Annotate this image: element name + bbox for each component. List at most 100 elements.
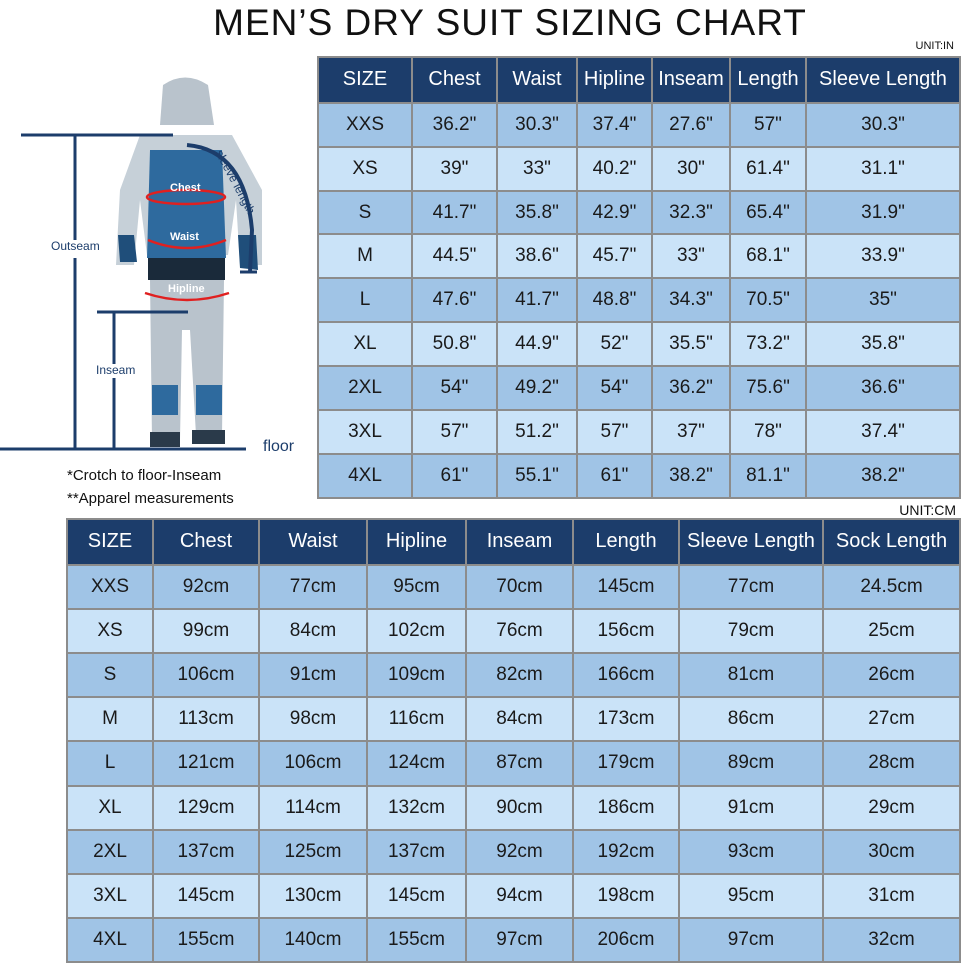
value-cell: 82cm xyxy=(465,652,574,699)
value-cell: 87cm xyxy=(465,740,574,787)
table-row: XXS 36.2" 30.3" 37.4" 27.6" 57" 30.3" xyxy=(317,101,961,148)
value-cell: 106cm xyxy=(258,740,368,787)
table-row: XL 50.8" 44.9" 52" 35.5" 73.2" 35.8" xyxy=(317,321,961,368)
value-cell: 155cm xyxy=(366,916,467,964)
size-cell: 3XL xyxy=(66,872,154,919)
value-cell: 57" xyxy=(411,409,498,455)
value-cell: 38.2" xyxy=(805,452,961,500)
value-cell: 70cm xyxy=(465,563,574,611)
table-row: L 121cm 106cm 124cm 87cm 179cm 89cm 28cm xyxy=(66,740,961,787)
value-cell: 30.3" xyxy=(805,101,961,148)
table-row: 4XL 61" 55.1" 61" 38.2" 81.1" 38.2" xyxy=(317,452,961,500)
sleeve-length-line xyxy=(186,143,255,273)
value-cell: 41.7" xyxy=(411,189,498,236)
value-cell: 45.7" xyxy=(576,233,653,280)
value-cell: 99cm xyxy=(152,608,260,655)
column-header: Sleeve Length xyxy=(805,56,961,104)
outseam-label: Outseam xyxy=(51,239,100,253)
table-row: XL 129cm 114cm 132cm 90cm 186cm 91cm 29cm xyxy=(66,784,961,831)
size-cell: XXS xyxy=(66,563,154,611)
value-cell: 35" xyxy=(805,277,961,324)
value-cell: 54" xyxy=(411,365,498,412)
table-row: 4XL 155cm 140cm 155cm 97cm 206cm 97cm 32cm xyxy=(66,916,961,964)
header-row: SIZE Chest Waist Hipline Inseam Length Sleeve … xyxy=(66,518,961,566)
column-header: Chest xyxy=(411,56,498,104)
value-cell: 57" xyxy=(729,101,807,148)
value-cell: 35.5" xyxy=(651,321,731,368)
value-cell: 102cm xyxy=(366,608,467,655)
value-cell: 42.9" xyxy=(576,189,653,236)
column-header: Chest xyxy=(152,518,260,566)
waist-measure xyxy=(147,238,227,250)
value-cell: 31.1" xyxy=(805,145,961,192)
value-cell: 179cm xyxy=(572,740,680,787)
inseam-label: Inseam xyxy=(96,363,136,377)
value-cell: 91cm xyxy=(258,652,368,699)
value-cell: 37.4" xyxy=(805,409,961,455)
value-cell: 55.1" xyxy=(496,452,578,500)
value-cell: 35.8" xyxy=(496,189,578,236)
size-cell: 2XL xyxy=(66,828,154,875)
value-cell: 145cm xyxy=(152,872,260,919)
value-cell: 145cm xyxy=(366,872,467,919)
table-row: 3XL 145cm 130cm 145cm 94cm 198cm 95cm 31cm xyxy=(66,872,961,919)
value-cell: 49.2" xyxy=(496,365,578,412)
value-cell: 77cm xyxy=(678,563,824,611)
value-cell: 92cm xyxy=(152,563,260,611)
value-cell: 95cm xyxy=(366,563,467,611)
value-cell: 33.9" xyxy=(805,233,961,280)
value-cell: 106cm xyxy=(152,652,260,699)
value-cell: 38.6" xyxy=(496,233,578,280)
value-cell: 36.6" xyxy=(805,365,961,412)
table-row: L 47.6" 41.7" 48.8" 34.3" 70.5" 35" xyxy=(317,277,961,324)
value-cell: 109cm xyxy=(366,652,467,699)
unit-cm: UNIT:CM xyxy=(899,502,956,518)
value-cell: 25cm xyxy=(822,608,961,655)
table-row: S 41.7" 35.8" 42.9" 32.3" 65.4" 31.9" xyxy=(317,189,961,236)
value-cell: 61" xyxy=(576,452,653,500)
value-cell: 81.1" xyxy=(729,452,807,500)
column-header: Inseam xyxy=(465,518,574,566)
value-cell: 68.1" xyxy=(729,233,807,280)
value-cell: 70.5" xyxy=(729,277,807,324)
value-cell: 51.2" xyxy=(496,409,578,455)
size-cell: XS xyxy=(317,145,413,192)
value-cell: 84cm xyxy=(258,608,368,655)
value-cell: 57" xyxy=(576,409,653,455)
value-cell: 156cm xyxy=(572,608,680,655)
column-header: Length xyxy=(572,518,680,566)
value-cell: 92cm xyxy=(465,828,574,875)
value-cell: 91cm xyxy=(678,784,824,831)
column-header: Inseam xyxy=(651,56,731,104)
value-cell: 79cm xyxy=(678,608,824,655)
note-apparel: **Apparel measurements xyxy=(67,490,234,507)
column-header: Hipline xyxy=(366,518,467,566)
value-cell: 155cm xyxy=(152,916,260,964)
value-cell: 78" xyxy=(729,409,807,455)
value-cell: 94cm xyxy=(465,872,574,919)
value-cell: 137cm xyxy=(152,828,260,875)
column-header: Length xyxy=(729,56,807,104)
value-cell: 89cm xyxy=(678,740,824,787)
value-cell: 86cm xyxy=(678,696,824,743)
value-cell: 28cm xyxy=(822,740,961,787)
size-cell: S xyxy=(317,189,413,236)
value-cell: 48.8" xyxy=(576,277,653,324)
waist-label: Waist xyxy=(170,231,199,243)
hipline-measure xyxy=(144,291,230,302)
value-cell: 125cm xyxy=(258,828,368,875)
value-cell: 130cm xyxy=(258,872,368,919)
value-cell: 30" xyxy=(651,145,731,192)
value-cell: 124cm xyxy=(366,740,467,787)
note-inseam: *Crotch to floor-Inseam xyxy=(67,467,222,484)
value-cell: 90cm xyxy=(465,784,574,831)
value-cell: 173cm xyxy=(572,696,680,743)
value-cell: 65.4" xyxy=(729,189,807,236)
value-cell: 73.2" xyxy=(729,321,807,368)
value-cell: 81cm xyxy=(678,652,824,699)
value-cell: 50.8" xyxy=(411,321,498,368)
unit-inch: UNIT:IN xyxy=(915,40,955,52)
value-cell: 39" xyxy=(411,145,498,192)
value-cell: 97cm xyxy=(465,916,574,964)
